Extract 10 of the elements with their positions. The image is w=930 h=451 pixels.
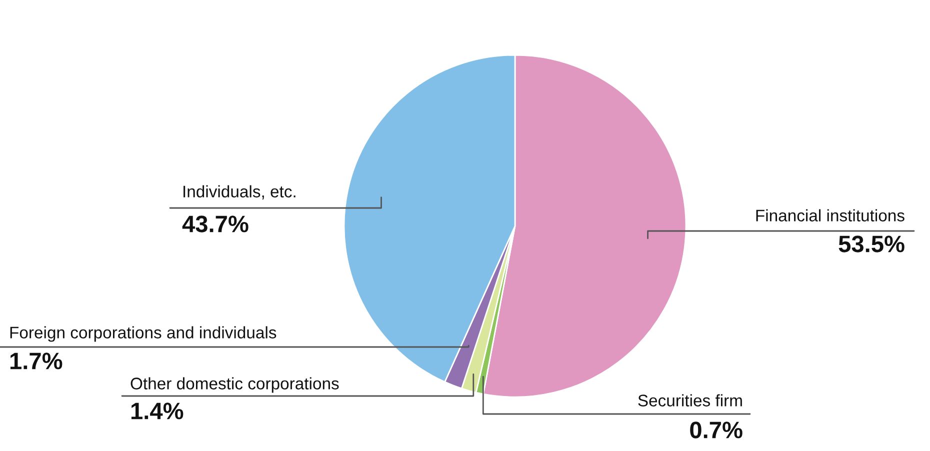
data-label: 53.5% bbox=[838, 236, 904, 252]
slice-label: Securities firm bbox=[638, 394, 742, 406]
slice-label: Individuals, etc. bbox=[184, 185, 296, 200]
data-label: 1.4% bbox=[131, 402, 184, 420]
data-label: 43.7% bbox=[182, 216, 248, 232]
data-label: 1.7% bbox=[10, 352, 62, 370]
slice-label: Other domestic corporations bbox=[130, 377, 339, 393]
slice-label: Financial institutions bbox=[756, 209, 904, 222]
slice-label: Foreign corporations and individuals bbox=[10, 326, 276, 342]
data-label: 0.7% bbox=[690, 422, 742, 438]
